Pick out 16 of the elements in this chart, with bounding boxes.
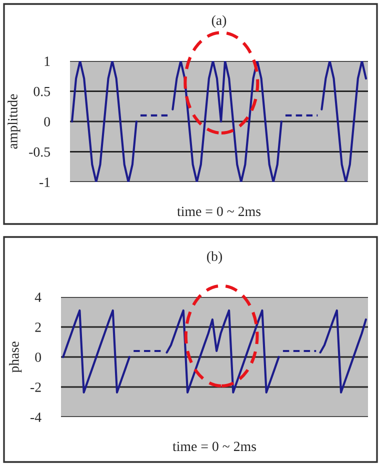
y-axis-title: phase [9,342,22,373]
y-tick-label: 4 [34,292,42,302]
y-axis-title: amplitude [8,94,20,149]
y-tick-label: -4 [30,412,42,422]
y-tick-label: -0.5 [29,147,50,157]
y-tick-label: 1 [44,56,50,66]
chart-title: (a) [212,15,226,28]
y-tick-label: -2 [30,382,41,392]
y-tick-label: -1 [40,178,50,187]
y-tick-label: 0 [44,117,50,126]
chart-title: (b) [207,251,222,264]
x-axis-title: time = 0 ~ 2ms [172,442,256,452]
y-tick-label: 0.5 [34,86,50,96]
y-tick-label: 0 [35,352,42,362]
y-tick-label: 2 [35,322,41,332]
x-axis-title: time = 0 ~ 2ms [177,206,261,216]
